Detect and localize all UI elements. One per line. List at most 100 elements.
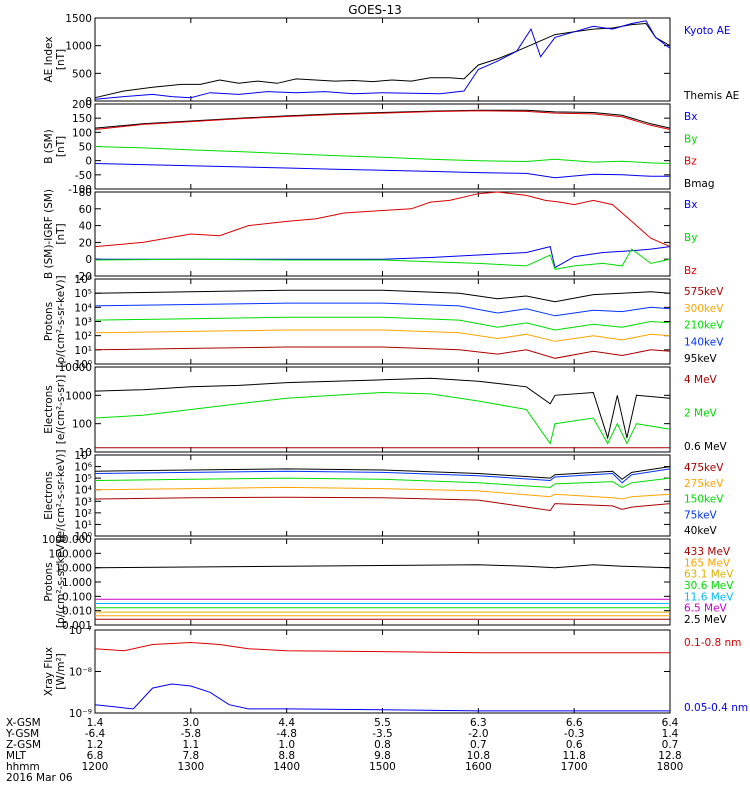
y-axis-label: [nT] — [55, 49, 67, 70]
panel-frame — [94, 103, 671, 190]
y-tick-label: 40 — [79, 221, 92, 233]
ephemeris-value: 1.2 — [87, 739, 104, 751]
series-line — [94, 391, 671, 445]
series-line — [94, 683, 670, 712]
series-line — [94, 163, 670, 179]
ephemeris-value: 12.8 — [658, 750, 681, 762]
y-tick-label: 0.010 — [62, 606, 92, 618]
y-tick-label: 1500 — [65, 13, 92, 25]
y-tick-label: -50 — [75, 170, 92, 182]
plot-title: GOES-13 — [348, 3, 402, 17]
y-axis-label: [p/(cm²-s-sr-keV)] — [55, 275, 67, 367]
legend-label: 475keV — [684, 462, 724, 474]
ephemeris-value: 6.8 — [87, 750, 104, 762]
y-tick-label: 10² — [74, 508, 92, 520]
ephemeris-value: 0.6 — [566, 739, 583, 751]
y-tick-label: 100.000 — [49, 548, 92, 560]
y-axis-label: [W/m²] — [55, 653, 67, 690]
y-axis-label: Electrons — [43, 471, 55, 520]
panel-8: 10⁻⁹ 10⁻⁸ 10⁻⁷ Xray Flux [W/m²] 0.1-0.8 nm 0.0… — [43, 625, 748, 720]
series-line — [94, 477, 671, 488]
series-line — [94, 641, 670, 654]
legend-label: 95keV — [684, 353, 718, 365]
ephemeris-row-label: X-GSM — [6, 717, 41, 729]
y-tick-label: 10⁵ — [74, 473, 92, 485]
y-tick-label: 100 — [72, 419, 92, 431]
y-tick-label: 10.000 — [55, 563, 92, 575]
series-line — [94, 191, 671, 248]
legend-label: 0.05-0.4 nm — [684, 702, 748, 714]
y-tick-label: 0.100 — [62, 591, 92, 603]
y-tick-label: 20 — [79, 237, 92, 249]
y-tick-label: 0 — [85, 254, 92, 266]
legend-label: 2.5 MeV — [684, 614, 728, 626]
series-line — [94, 377, 671, 440]
ephemeris-value: 1.4 — [662, 728, 679, 740]
date-label: 2016 Mar 06 — [6, 772, 73, 784]
ephemeris-value: 11.8 — [562, 750, 585, 762]
y-axis-label: Protons — [43, 562, 55, 601]
legend-label: 75keV — [684, 509, 718, 521]
y-tick-label: 80 — [79, 187, 92, 199]
y-axis-label: [p/(cm²-s-sr-keV)] — [55, 536, 67, 628]
series-line — [94, 316, 671, 331]
legend-label: 150keV — [684, 494, 724, 506]
legend-label: By — [684, 232, 697, 244]
y-tick-label: 60 — [79, 204, 92, 216]
y-tick-label: 0 — [85, 156, 92, 168]
ephemeris-value: 9.8 — [374, 750, 391, 762]
ephemeris-value: 1200 — [82, 761, 109, 773]
legend-label: Bz — [684, 265, 697, 277]
legend-label: 6.5 MeV — [684, 603, 728, 615]
y-axis-label: B (SM) — [43, 129, 55, 163]
y-tick-label: 10⁴ — [74, 485, 92, 497]
series-line — [94, 329, 671, 342]
legend-label: 0.1-0.8 nm — [684, 637, 741, 649]
legend-label: Themis AE — [683, 90, 739, 102]
y-tick-label: -20 — [75, 271, 92, 283]
x-axis-ephemeris: X-GSM 1.4 3.0 4.4 5.5 6.3 6.6 6.4 Y-GSM -6.4 -5.8 -… — [5, 717, 683, 784]
y-tick-label: 10 — [79, 447, 92, 459]
legend-label: 210keV — [684, 320, 724, 332]
ephemeris-value: 4.4 — [278, 717, 295, 729]
legend-label: 2 MeV — [684, 408, 718, 420]
y-tick-label: 500 — [72, 68, 92, 80]
series-line — [94, 146, 671, 164]
ephemeris-value: 1.4 — [87, 717, 104, 729]
series-line — [94, 20, 671, 100]
y-tick-label: 10⁰ — [74, 531, 92, 543]
series-line — [94, 289, 671, 303]
y-tick-label: 10⁶ — [74, 462, 92, 474]
y-tick-label: 50 — [79, 142, 92, 154]
panel-7: 0.001 0.010 0.100 1.000 10.000 100.000 1000.00… — [42, 534, 734, 632]
y-tick-label: 10⁻⁹ — [69, 708, 92, 720]
series-line — [94, 22, 671, 99]
panel-5: 10 100 1000 10000 Electrons [e/(cm²-s-sr)] 4 M… — [43, 362, 728, 459]
panel-frame — [94, 629, 671, 714]
legend-label: 30.6 MeV — [684, 580, 734, 592]
legend-label: 165 MeV — [684, 557, 731, 569]
series-line — [94, 110, 671, 130]
ephemeris-value: -5.8 — [181, 728, 202, 740]
ephemeris-value: 1500 — [369, 761, 396, 773]
series-line — [94, 302, 671, 317]
ephemeris-value: 1.1 — [182, 739, 199, 751]
series-line — [95, 245, 671, 269]
ephemeris-value: 1700 — [561, 761, 588, 773]
ephemeris-value: 7.8 — [182, 750, 199, 762]
legend-label: 300keV — [684, 303, 724, 315]
y-tick-label: 150 — [72, 113, 92, 125]
ephemeris-value: -3.5 — [372, 728, 393, 740]
ephemeris-value: 6.6 — [566, 717, 583, 729]
y-tick-label: 10³ — [74, 496, 92, 508]
ephemeris-value: 0.7 — [662, 739, 679, 751]
legend-label: 40keV — [684, 525, 718, 537]
series-line — [94, 248, 671, 270]
y-tick-label: 10⁻⁸ — [69, 667, 92, 679]
panel-2: -100 -50 0 50 100 150 200 B (SM) [nT] Bx By Bz Bmag — [43, 99, 715, 196]
y-tick-label: 10⁴ — [74, 302, 92, 314]
legend-label: 11.6 MeV — [684, 591, 734, 603]
